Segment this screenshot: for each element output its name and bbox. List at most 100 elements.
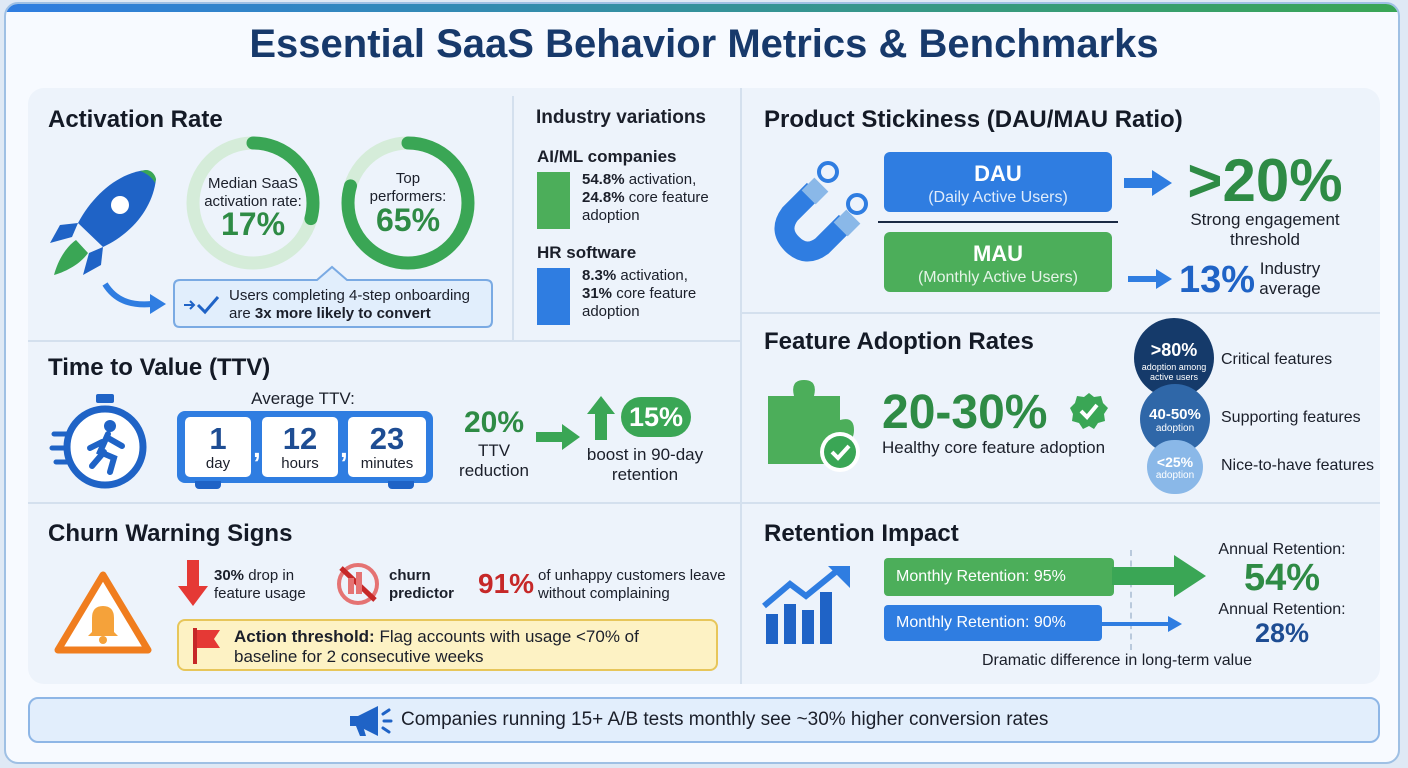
bar-label: Monthly Retention: 95% — [896, 568, 1066, 585]
check-badge — [1070, 393, 1108, 429]
tier-label: Critical features — [1221, 351, 1333, 368]
section-heading: Industry variations — [536, 107, 706, 128]
ttv-number: 1 — [209, 421, 227, 456]
stat: 54.8% — [582, 171, 625, 188]
shape — [1124, 170, 1172, 196]
arrow — [1112, 555, 1206, 597]
section-heading: Time to Value (TTV) — [48, 354, 271, 381]
annual-label: Annual Retention: — [1218, 541, 1346, 558]
shape — [150, 294, 166, 314]
stat-value: 20% — [463, 406, 525, 439]
stat-label: Industry average — [1259, 259, 1321, 298]
footer-box — [28, 697, 1380, 743]
shape — [178, 560, 208, 606]
page-title: Essential SaaS Behavior Metrics & Benchm… — [249, 22, 1159, 66]
dau-box: DAU (Daily Active Users) — [884, 152, 1112, 212]
progress-ring — [186, 136, 320, 270]
tier-label: Supporting features — [1221, 409, 1361, 426]
stat: 24.8% — [582, 189, 625, 206]
section-heading: Retention Impact — [764, 520, 959, 547]
shape — [824, 436, 856, 468]
divider — [28, 340, 740, 342]
tier-circle: 40-50% adoption — [1140, 384, 1210, 454]
section-heading: Feature Adoption Rates — [764, 328, 1034, 355]
stat-value: 20-30% — [882, 386, 1048, 439]
tier-value: 40-50% — [1149, 406, 1201, 423]
top-bar — [6, 4, 1398, 12]
shape — [356, 726, 366, 736]
shape — [587, 396, 615, 440]
growth-icon — [762, 566, 850, 644]
annual-value: 28% — [1254, 618, 1310, 648]
divider — [512, 96, 514, 340]
shape — [1128, 269, 1172, 289]
ttv-label: Average TTV: — [251, 389, 355, 408]
ring-value: 65% — [375, 202, 441, 238]
bold-text: Action threshold: — [234, 627, 375, 646]
ttv-tile — [262, 417, 338, 477]
stat-pill: 15% — [621, 397, 691, 437]
stat-label: boost in 90-day retention — [586, 445, 704, 484]
shape — [356, 572, 362, 594]
stat: 8.3% — [582, 267, 617, 284]
divider — [28, 502, 740, 504]
box-sub: (Monthly Active Users) — [917, 269, 1079, 286]
tier-sub: adoption among active users — [1141, 362, 1207, 382]
retention-bar — [884, 558, 1114, 596]
shape — [173, 265, 493, 328]
divider — [742, 312, 1380, 314]
text: Users completing 4-step onboarding are — [229, 287, 470, 322]
section-heading: Churn Warning Signs — [48, 520, 293, 547]
stat-label: Healthy core feature adoption — [882, 438, 1106, 457]
shape — [184, 300, 196, 310]
text: activation, — [624, 171, 697, 188]
ttv-number: 23 — [369, 421, 405, 456]
stat: 30% — [214, 567, 245, 584]
megaphone-icon — [350, 706, 393, 736]
callout-box — [173, 265, 493, 328]
arrow — [536, 424, 580, 450]
stat-value: 13% — [1179, 259, 1256, 301]
shape — [102, 282, 153, 308]
text: activation, — [616, 267, 688, 284]
stat-label: TTV reduction — [459, 441, 529, 480]
arrow — [1100, 616, 1182, 632]
bold-text: 3x more likely to convert — [254, 305, 431, 322]
stopwatch-icon — [49, 394, 147, 489]
ttv-tile — [185, 417, 251, 477]
tier-sub: adoption — [1155, 470, 1195, 481]
shape — [186, 136, 320, 270]
flag-icon — [193, 628, 220, 664]
warning-icon — [54, 571, 152, 654]
shape — [350, 706, 378, 736]
tier-circle: <25% adoption — [1147, 440, 1203, 494]
annual-value: 54% — [1243, 557, 1321, 599]
divider — [742, 502, 1380, 504]
shape — [828, 566, 850, 588]
text: Flag accounts with usage <70% of baselin… — [234, 627, 639, 666]
dashed-line — [1130, 550, 1132, 650]
churn-text: 30% drop in feature usage — [214, 567, 324, 603]
action-text: Action threshold: Flag accounts with usa… — [234, 627, 704, 667]
puzzle-icon — [768, 380, 860, 472]
industry-name: HR software — [537, 243, 637, 262]
industry-text: 54.8% activation, 24.8% core feature adop… — [582, 171, 732, 225]
stat-value: >20% — [1187, 147, 1343, 214]
shape — [83, 247, 103, 275]
industry-name: AI/ML companies — [537, 147, 677, 166]
ring-label: Top performers: — [369, 170, 447, 205]
shape — [104, 420, 116, 432]
shape — [88, 606, 118, 636]
annual-label: Annual Retention: — [1218, 601, 1346, 618]
shape — [337, 563, 379, 605]
footer-text: Companies running 15+ A/B tests monthly … — [401, 709, 1049, 730]
shape — [54, 240, 88, 275]
ttv-tile — [348, 417, 426, 477]
section-heading: Product Stickiness (DAU/MAU Ratio) — [764, 106, 1183, 133]
box-title: MAU — [972, 241, 1024, 266]
shape — [536, 424, 580, 450]
shape — [341, 136, 475, 270]
shape — [381, 708, 393, 734]
shape — [49, 431, 73, 465]
